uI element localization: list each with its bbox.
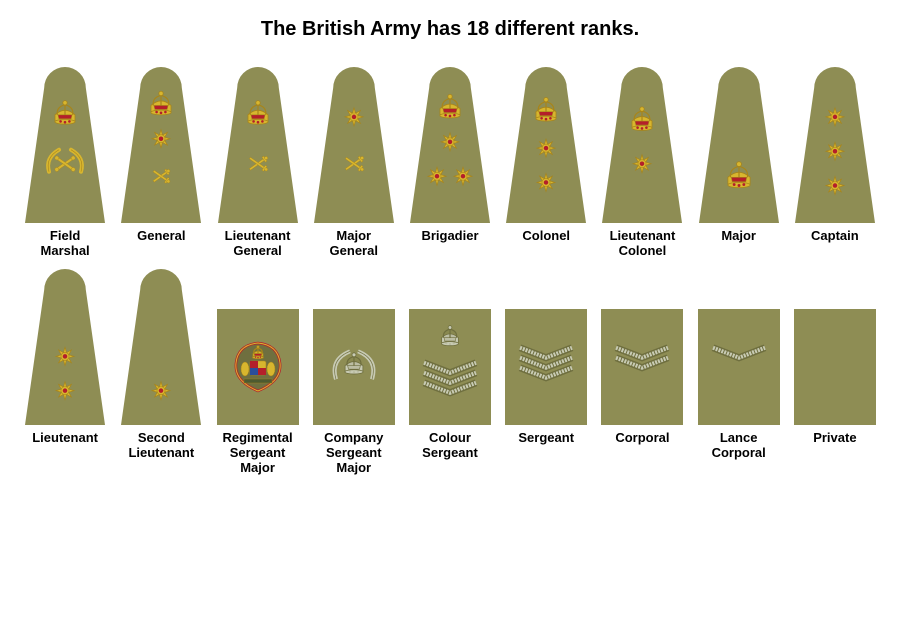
rank-label: Lieutenant Colonel [610, 229, 676, 259]
rank-label: Colonel [522, 229, 570, 244]
rank-label: Captain [811, 229, 859, 244]
rank-badge [21, 265, 109, 425]
rank-badge [310, 265, 398, 425]
insignia-icon [602, 67, 682, 223]
rank-badge [214, 63, 302, 223]
insignia-icon [601, 309, 683, 425]
rank-badge [310, 63, 398, 223]
rank-badge [791, 63, 879, 223]
insignia-icon [699, 67, 779, 223]
rank-cell: Major [694, 63, 784, 259]
rank-label: Lance Corporal [712, 431, 766, 461]
rank-cell: Private [790, 265, 880, 476]
rank-cell: Lieutenant General [212, 63, 302, 259]
rank-badge [502, 63, 590, 223]
rank-badge [502, 265, 590, 425]
insignia-icon [25, 67, 105, 223]
rank-badge [791, 265, 879, 425]
rank-label: Regimental Sergeant Major [223, 431, 293, 476]
rank-badge [117, 265, 205, 425]
rank-badge [406, 265, 494, 425]
rank-badge [598, 63, 686, 223]
rank-label: Major [721, 229, 756, 244]
insignia-icon [506, 67, 586, 223]
rank-label: General [137, 229, 185, 244]
rank-label: Company Sergeant Major [324, 431, 383, 476]
rank-cell: Major General [309, 63, 399, 259]
rank-badge [406, 63, 494, 223]
rank-label: Sergeant [518, 431, 574, 446]
insignia-icon [217, 309, 299, 425]
rank-cell: Regimental Sergeant Major [212, 265, 302, 476]
insignia-icon [25, 269, 105, 425]
insignia-icon [313, 309, 395, 425]
rank-cell: Lance Corporal [694, 265, 784, 476]
rank-cell: Brigadier [405, 63, 495, 259]
insignia-icon [794, 309, 876, 425]
rank-cell: Lieutenant [20, 265, 110, 476]
rank-label: Brigadier [421, 229, 478, 244]
rank-grid: Field Marshal General [20, 63, 880, 476]
insignia-icon [314, 67, 394, 223]
rank-cell: Company Sergeant Major [309, 265, 399, 476]
insignia-icon [218, 67, 298, 223]
rank-badge [695, 265, 783, 425]
rank-badge [598, 265, 686, 425]
rank-badge [214, 265, 302, 425]
rank-cell: Lieutenant Colonel [597, 63, 687, 259]
insignia-icon [505, 309, 587, 425]
rank-label: Lieutenant [32, 431, 98, 446]
rank-cell: Second Lieutenant [116, 265, 206, 476]
rank-label: Lieutenant General [225, 229, 291, 259]
rank-cell: Corporal [597, 265, 687, 476]
rank-cell: Field Marshal [20, 63, 110, 259]
rank-label: Field Marshal [41, 229, 90, 259]
rank-cell: Captain [790, 63, 880, 259]
rank-cell: Colonel [501, 63, 591, 259]
rank-label: Major General [330, 229, 378, 259]
insignia-icon [698, 309, 780, 425]
rank-badge [21, 63, 109, 223]
rank-label: Second Lieutenant [128, 431, 194, 461]
rank-label: Colour Sergeant [422, 431, 478, 461]
rank-chart: The British Army has 18 different ranks.… [0, 0, 900, 476]
rank-cell: General [116, 63, 206, 259]
chart-title: The British Army has 18 different ranks. [20, 18, 880, 41]
rank-label: Corporal [615, 431, 669, 446]
rank-badge [117, 63, 205, 223]
rank-cell: Sergeant [501, 265, 591, 476]
rank-badge [695, 63, 783, 223]
insignia-icon [409, 309, 491, 425]
rank-label: Private [813, 431, 856, 446]
insignia-icon [410, 67, 490, 223]
rank-cell: Colour Sergeant [405, 265, 495, 476]
insignia-icon [795, 67, 875, 223]
insignia-icon [121, 269, 201, 425]
insignia-icon [121, 67, 201, 223]
